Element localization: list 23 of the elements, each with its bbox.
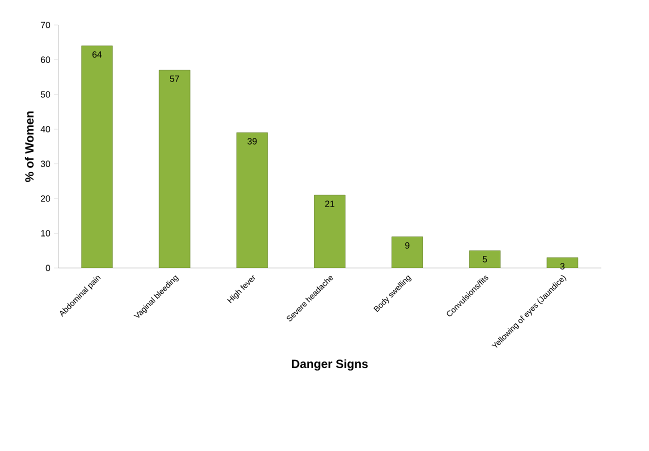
y-tick-label: 60 xyxy=(40,56,50,63)
y-tick-label: 70 xyxy=(40,22,50,28)
bar xyxy=(392,236,423,268)
data-label: 21 xyxy=(325,200,334,207)
data-label: 3 xyxy=(560,263,565,270)
data-label: 57 xyxy=(170,76,180,82)
bar xyxy=(236,132,268,268)
y-tick-label: 50 xyxy=(40,91,50,98)
bar xyxy=(158,70,190,268)
y-axis-title: % of Women xyxy=(24,111,34,182)
data-label: 9 xyxy=(405,242,410,249)
y-tick-label: 10 xyxy=(41,230,50,236)
data-label: 64 xyxy=(92,51,102,58)
bar xyxy=(469,250,501,268)
x-axis-title: Danger Signs xyxy=(292,359,368,371)
data-label: 39 xyxy=(248,138,257,144)
y-tick-label: 40 xyxy=(40,126,50,132)
bar xyxy=(81,46,113,268)
y-tick-label: 0 xyxy=(46,264,50,272)
y-tick-label: 30 xyxy=(40,160,50,168)
bar xyxy=(314,194,346,268)
data-label: 5 xyxy=(482,256,487,262)
y-tick-label: 20 xyxy=(40,195,50,202)
